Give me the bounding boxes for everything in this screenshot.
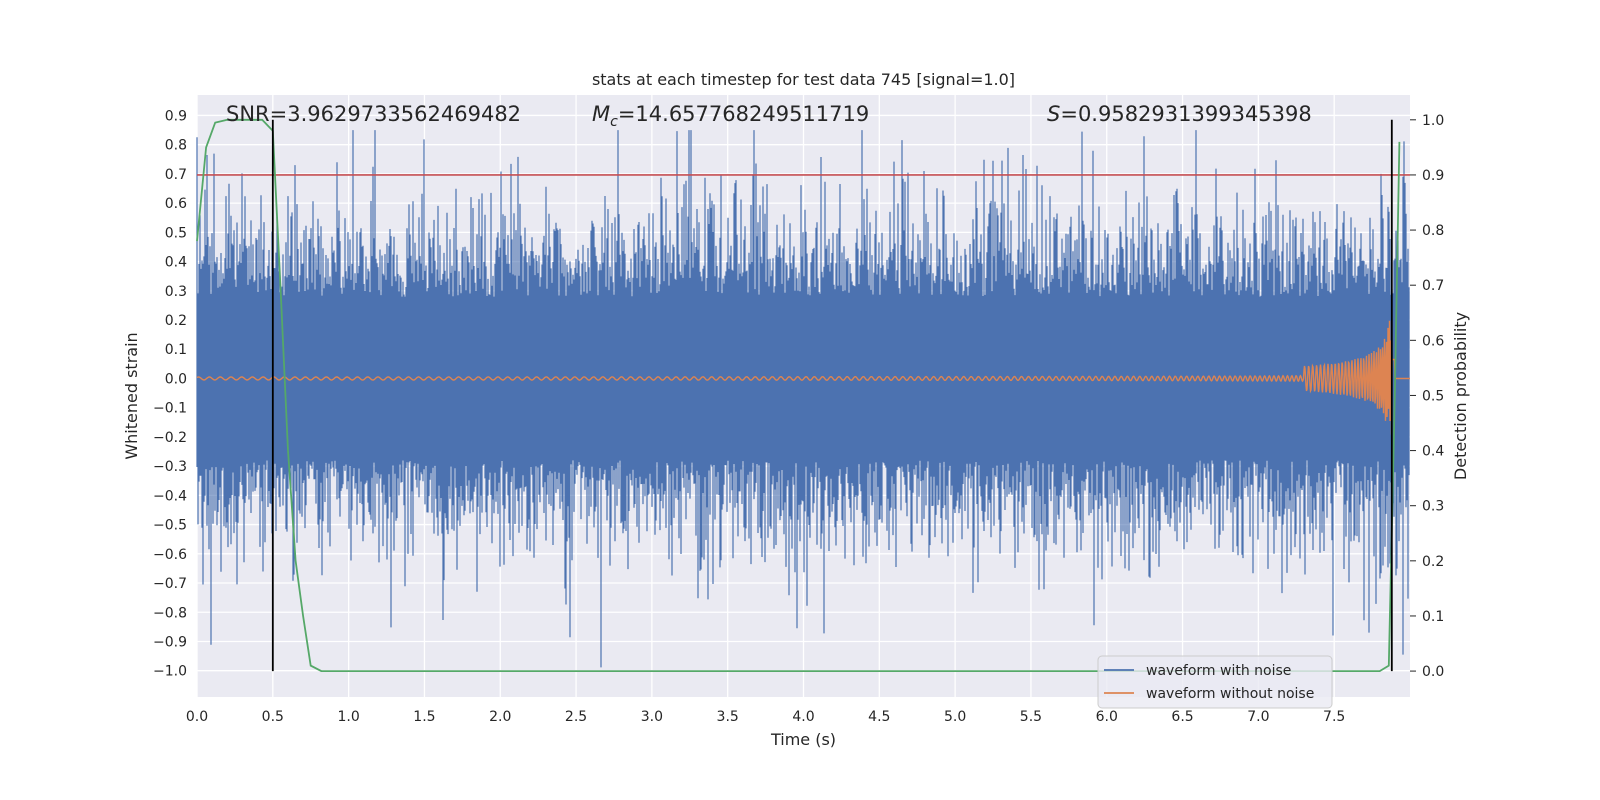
y-axis-left-ticks: 0.9 0.8 0.7 0.6 0.5 0.4 0.3 0.2 0.1 0.0 −0.1 −0.2 −0… <box>153 108 187 679</box>
x-tick-label: 1.5 <box>413 709 435 725</box>
y-tick-label: −0.1 <box>153 401 187 417</box>
y-axis-right-label: Detection probability <box>1451 312 1470 480</box>
marker-lines <box>271 119 1393 672</box>
y-tick-label: 0.1 <box>165 342 187 358</box>
y-right-tick-label: 0.3 <box>1422 499 1444 515</box>
x-tick-label: 3.5 <box>717 709 739 725</box>
y-right-tick-label: 0.4 <box>1422 444 1444 460</box>
y-right-tick-label: 0.0 <box>1422 664 1444 680</box>
x-tick-label: 6.5 <box>1171 709 1193 725</box>
x-tick-label: 0.0 <box>186 709 208 725</box>
y-axis-right-ticks: 1.0 0.9 0.8 0.7 0.6 0.5 0.4 0.3 0.2 0.1 0.0 <box>1410 113 1444 680</box>
x-tick-label: 5.5 <box>1020 709 1042 725</box>
series-waveform-without-noise <box>196 320 1410 435</box>
x-tick-label: 1.0 <box>337 709 359 725</box>
y-right-tick-label: 0.9 <box>1422 168 1444 184</box>
y-tick-label: 0.3 <box>165 284 187 300</box>
y-right-tick-label: 1.0 <box>1422 113 1444 129</box>
y-tick-label: 0.7 <box>165 167 187 183</box>
y-tick-label: 0.8 <box>165 138 187 154</box>
x-tick-label: 5.0 <box>944 709 966 725</box>
y-right-tick-label: 0.2 <box>1422 554 1444 570</box>
legend-entry-label: waveform without noise <box>1146 686 1314 702</box>
y-tick-label: −0.6 <box>153 547 187 563</box>
s-symbol: S <box>1047 102 1060 126</box>
x-tick-label: 3.0 <box>641 709 663 725</box>
y-tick-label: −0.8 <box>153 605 187 621</box>
y-tick-label: 0.4 <box>165 255 187 271</box>
score-annotation: S=0.9582931399345398 <box>1047 102 1312 126</box>
mc-symbol: M <box>592 102 610 126</box>
y-right-tick-label: 0.1 <box>1422 609 1444 625</box>
y-tick-label: 0.5 <box>165 225 187 241</box>
x-tick-label: 7.5 <box>1323 709 1345 725</box>
chart-title: stats at each timestep for test data 745… <box>592 70 1015 89</box>
x-tick-label: 4.5 <box>868 709 890 725</box>
chirp-mass-annotation: Mc=14.657768249511719 <box>592 102 869 130</box>
y-tick-label: −0.3 <box>153 459 187 475</box>
legend-entry-label: waveform with noise <box>1146 663 1291 679</box>
y-tick-label: 0.6 <box>165 196 187 212</box>
x-axis-label: Time (s) <box>770 730 836 749</box>
y-tick-label: −0.7 <box>153 576 187 592</box>
y-tick-label: −1.0 <box>153 664 187 680</box>
y-tick-label: −0.5 <box>153 518 187 534</box>
y-tick-label: −0.2 <box>153 430 187 446</box>
x-tick-label: 2.0 <box>489 709 511 725</box>
mc-value: =14.657768249511719 <box>618 102 869 126</box>
clean-waveform-line <box>196 320 1410 435</box>
y-right-tick-label: 0.5 <box>1422 388 1444 404</box>
mc-subscript: c <box>610 114 618 130</box>
series-detection-probability <box>196 118 1401 672</box>
x-tick-label: 7.0 <box>1247 709 1269 725</box>
legend-box <box>1097 655 1333 709</box>
x-axis-ticks: 0.0 0.5 1.0 1.5 2.0 2.5 3.0 3.5 4.0 4.5 5.0 5.5 6.0 6… <box>186 709 1345 725</box>
probability-line <box>196 118 1401 672</box>
x-tick-label: 4.0 <box>792 709 814 725</box>
x-tick-label: 0.5 <box>262 709 284 725</box>
x-tick-label: 6.0 <box>1096 709 1118 725</box>
s-value: =0.9582931399345398 <box>1060 102 1311 126</box>
x-tick-label: 2.5 <box>565 709 587 725</box>
y-tick-label: 0.2 <box>165 313 187 329</box>
y-tick-label: −0.4 <box>153 488 187 504</box>
y-right-tick-label: 0.6 <box>1422 333 1444 349</box>
y-tick-label: −0.9 <box>153 634 187 650</box>
y-axis-label: Whitened strain <box>122 332 141 459</box>
y-tick-label: 0.0 <box>165 371 187 387</box>
legend: waveform with noise waveform without nois… <box>1097 655 1333 709</box>
y-tick-label: 0.9 <box>165 108 187 124</box>
y-right-tick-label: 0.7 <box>1422 278 1444 294</box>
y-right-tick-label: 0.8 <box>1422 223 1444 239</box>
snr-annotation: SNR=3.9629733562469482 <box>226 102 521 126</box>
